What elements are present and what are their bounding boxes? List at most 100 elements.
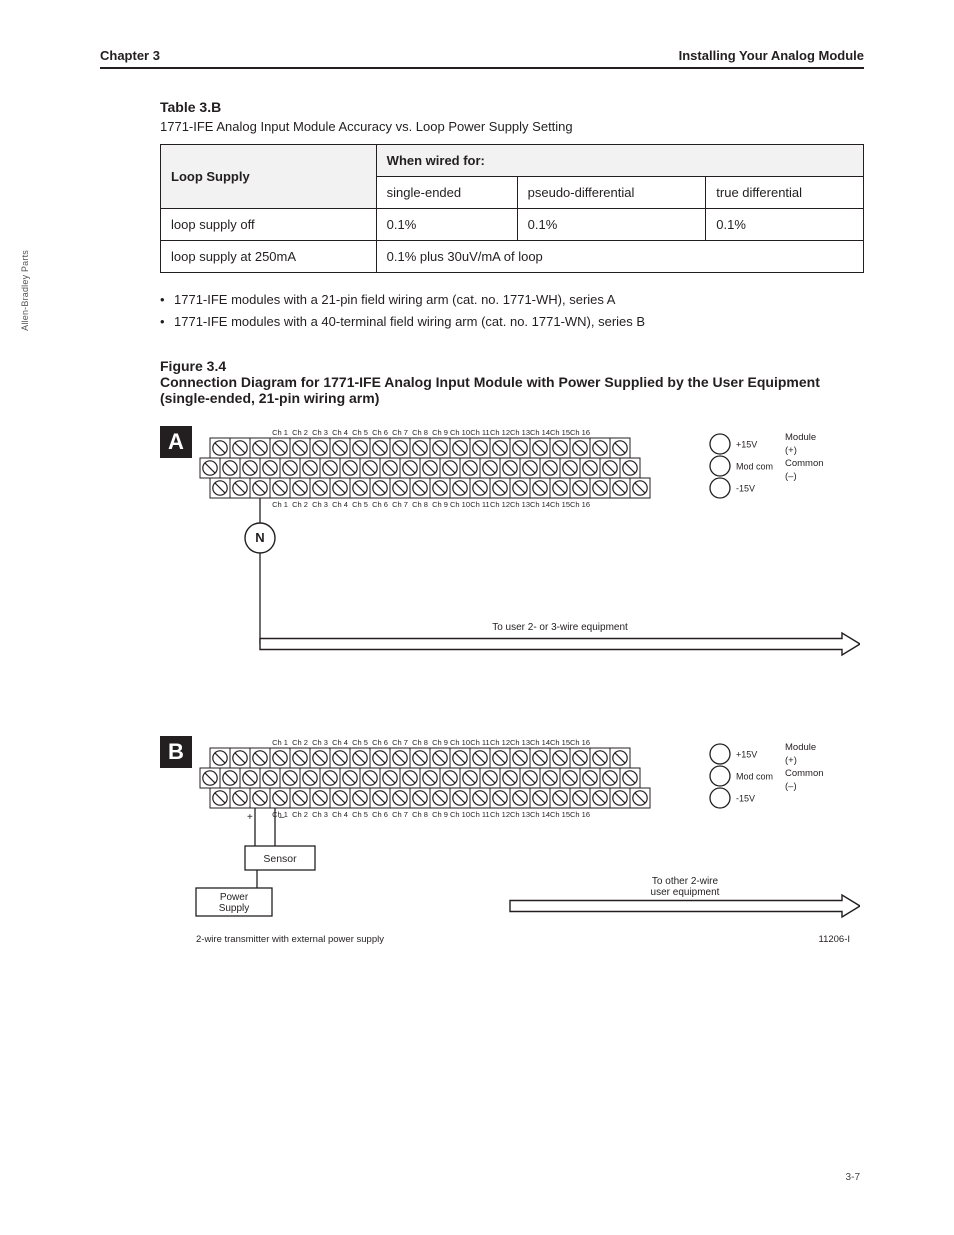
svg-text:Ch 10: Ch 10 [450,738,470,747]
cell: 0.1% [376,209,517,241]
table-title: Table 3.B [160,99,864,115]
badge-a: A [160,426,192,458]
figure-caption: Figure 3.4 Connection Diagram for 1771-I… [160,358,864,406]
svg-text:Ch 4: Ch 4 [332,500,348,509]
svg-text:Ch 15: Ch 15 [550,428,570,437]
bullet-item: 1771-IFE modules with a 21-pin field wir… [160,291,864,309]
svg-text:Ch 3: Ch 3 [312,428,328,437]
svg-text:Common: Common [785,768,824,779]
svg-text:Ch 16: Ch 16 [570,500,590,509]
svg-text:To user 2- or 3-wire equipment: To user 2- or 3-wire equipment [492,622,628,633]
svg-text:(–): (–) [785,781,797,792]
svg-text:To other 2-wire: To other 2-wire [652,876,719,887]
gutter-brand-text: Allen-Bradley Parts [20,250,40,331]
svg-text:+15V: +15V [736,750,757,760]
svg-text:Sensor: Sensor [263,853,297,865]
svg-text:Ch 8: Ch 8 [412,810,428,819]
svg-text:user equipment: user equipment [651,887,720,898]
th-true-diff: true differential [706,177,864,209]
section-label [100,99,160,101]
svg-text:N: N [255,530,264,545]
bullet-item: 1771-IFE modules with a 40-terminal fiel… [160,313,864,331]
svg-text:Ch 8: Ch 8 [412,428,428,437]
svg-text:Ch 10: Ch 10 [450,428,470,437]
table-row: loop supply off 0.1% 0.1% 0.1% [161,209,864,241]
svg-text:Ch 5: Ch 5 [352,810,368,819]
table-subtitle: 1771-IFE Analog Input Module Accuracy vs… [160,119,864,134]
svg-text:(+): (+) [785,445,797,456]
svg-text:Ch 1: Ch 1 [272,738,288,747]
svg-text:Ch 12: Ch 12 [490,738,510,747]
cell: 0.1% [517,209,706,241]
svg-text:Ch 4: Ch 4 [332,428,348,437]
chapter-right: Installing Your Analog Module [679,48,864,63]
svg-text:Ch 16: Ch 16 [570,428,590,437]
th-single-ended: single-ended [376,177,517,209]
cell-merged: 0.1% plus 30uV/mA of loop [376,241,863,273]
svg-text:Ch 2: Ch 2 [292,738,308,747]
svg-text:Ch 9: Ch 9 [432,428,448,437]
svg-text:Ch 7: Ch 7 [392,738,408,747]
badge-b: B [160,736,192,768]
svg-text:Ch 13: Ch 13 [510,428,530,437]
svg-text:Ch 13: Ch 13 [510,738,530,747]
spec-table: Loop Supply When wired for: single-ended… [160,144,864,273]
svg-text:Ch 12: Ch 12 [490,500,510,509]
svg-text:Ch 7: Ch 7 [392,810,408,819]
svg-text:Ch 6: Ch 6 [372,738,388,747]
svg-text:Ch 2: Ch 2 [292,810,308,819]
svg-text:Ch 2: Ch 2 [292,428,308,437]
svg-text:-15V: -15V [736,484,755,494]
svg-text:Ch 7: Ch 7 [392,428,408,437]
svg-text:Ch 3: Ch 3 [312,810,328,819]
cell: loop supply off [161,209,377,241]
svg-text:+15V: +15V [736,440,757,450]
th-pseudo-diff: pseudo-differential [517,177,706,209]
svg-text:Ch 9: Ch 9 [432,500,448,509]
svg-text:-15V: -15V [736,794,755,804]
svg-text:Ch 14: Ch 14 [530,738,550,747]
svg-text:Ch 11: Ch 11 [470,428,489,437]
svg-text:Ch 14: Ch 14 [530,810,550,819]
svg-text:Ch 8: Ch 8 [412,738,428,747]
svg-text:Ch 13: Ch 13 [510,500,530,509]
svg-text:Ch 1: Ch 1 [272,428,288,437]
svg-text:Ch 5: Ch 5 [352,500,368,509]
svg-text:Module: Module [785,432,816,443]
page-number: 3-7 [846,1172,860,1183]
svg-text:Ch 11: Ch 11 [470,810,489,819]
diagram-block-a: A Ch 1Ch 2Ch 3Ch 4Ch 5Ch 6Ch 7Ch 8Ch 9Ch… [160,414,864,684]
svg-text:Ch 9: Ch 9 [432,810,448,819]
bullet-list: 1771-IFE modules with a 21-pin field wir… [160,291,864,330]
svg-text:Ch 8: Ch 8 [412,500,428,509]
terminal-strip-a: Ch 1Ch 2Ch 3Ch 4Ch 5Ch 6Ch 7Ch 8Ch 9Ch 1… [160,414,860,684]
svg-text:Module: Module [785,742,816,753]
svg-text:Ch 15: Ch 15 [550,500,570,509]
terminal-strip-b: Ch 1Ch 2Ch 3Ch 4Ch 5Ch 6Ch 7Ch 8Ch 9Ch 1… [160,724,860,1034]
svg-text:Ch 14: Ch 14 [530,428,550,437]
svg-text:Ch 11: Ch 11 [470,500,489,509]
th-when-wired: When wired for: [376,145,863,177]
svg-text:Ch 5: Ch 5 [352,738,368,747]
th-loop-supply: Loop Supply [161,145,377,209]
svg-text:Ch 12: Ch 12 [490,428,510,437]
svg-text:Ch 3: Ch 3 [312,738,328,747]
svg-text:2-wire transmitter with extern: 2-wire transmitter with external power s… [196,934,384,945]
svg-text:Ch 16: Ch 16 [570,738,590,747]
chapter-header: Chapter 3 Installing Your Analog Module [100,48,864,69]
svg-text:Ch 9: Ch 9 [432,738,448,747]
svg-text:Ch 16: Ch 16 [570,810,590,819]
svg-text:–: – [279,812,285,823]
svg-text:Ch 10: Ch 10 [450,500,470,509]
svg-text:Ch 3: Ch 3 [312,500,328,509]
svg-text:(+): (+) [785,755,797,766]
svg-text:Ch 11: Ch 11 [470,738,489,747]
svg-text:Ch 4: Ch 4 [332,738,348,747]
svg-text:Ch 15: Ch 15 [550,738,570,747]
svg-text:Ch 6: Ch 6 [372,810,388,819]
svg-text:Ch 12: Ch 12 [490,810,510,819]
svg-text:Ch 2: Ch 2 [292,500,308,509]
svg-text:Ch 6: Ch 6 [372,500,388,509]
svg-text:Ch 4: Ch 4 [332,810,348,819]
svg-text:Common: Common [785,458,824,469]
